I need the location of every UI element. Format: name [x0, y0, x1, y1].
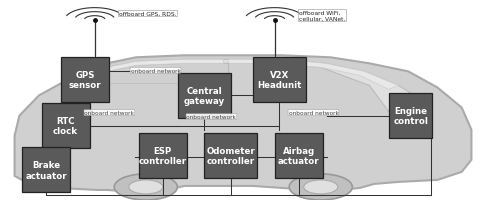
FancyBboxPatch shape [275, 134, 323, 178]
Polygon shape [73, 60, 428, 112]
FancyBboxPatch shape [61, 58, 109, 102]
Text: offboard GPS, RDS.: offboard GPS, RDS. [119, 12, 176, 16]
Circle shape [289, 174, 352, 200]
Text: ESP
controller: ESP controller [139, 146, 187, 166]
FancyBboxPatch shape [42, 104, 89, 148]
Text: Engine
control: Engine control [393, 106, 428, 126]
Polygon shape [228, 60, 399, 90]
FancyBboxPatch shape [178, 74, 230, 118]
Text: Odometer
controller: Odometer controller [207, 146, 255, 166]
FancyBboxPatch shape [389, 94, 433, 138]
FancyBboxPatch shape [139, 134, 187, 178]
FancyBboxPatch shape [204, 134, 257, 178]
Text: onboard network: onboard network [131, 69, 180, 73]
Text: offboard WiFi,
cellular, VANet.: offboard WiFi, cellular, VANet. [299, 11, 345, 21]
Text: GPS
sensor: GPS sensor [69, 70, 102, 90]
Text: onboard network: onboard network [289, 111, 338, 115]
Text: Brake
actuator: Brake actuator [25, 160, 67, 180]
Circle shape [129, 180, 163, 194]
Circle shape [114, 174, 177, 200]
Text: Airbag
actuator: Airbag actuator [278, 146, 320, 166]
Text: onboard network: onboard network [187, 115, 236, 119]
FancyBboxPatch shape [253, 58, 306, 102]
Text: RTC
clock: RTC clock [53, 116, 78, 136]
Text: Central
gateway: Central gateway [184, 86, 225, 106]
FancyBboxPatch shape [22, 148, 70, 192]
Polygon shape [73, 60, 224, 84]
Text: onboard network: onboard network [85, 111, 134, 115]
Text: V2X
Headunit: V2X Headunit [257, 70, 302, 90]
Circle shape [304, 180, 338, 194]
Polygon shape [15, 56, 471, 192]
